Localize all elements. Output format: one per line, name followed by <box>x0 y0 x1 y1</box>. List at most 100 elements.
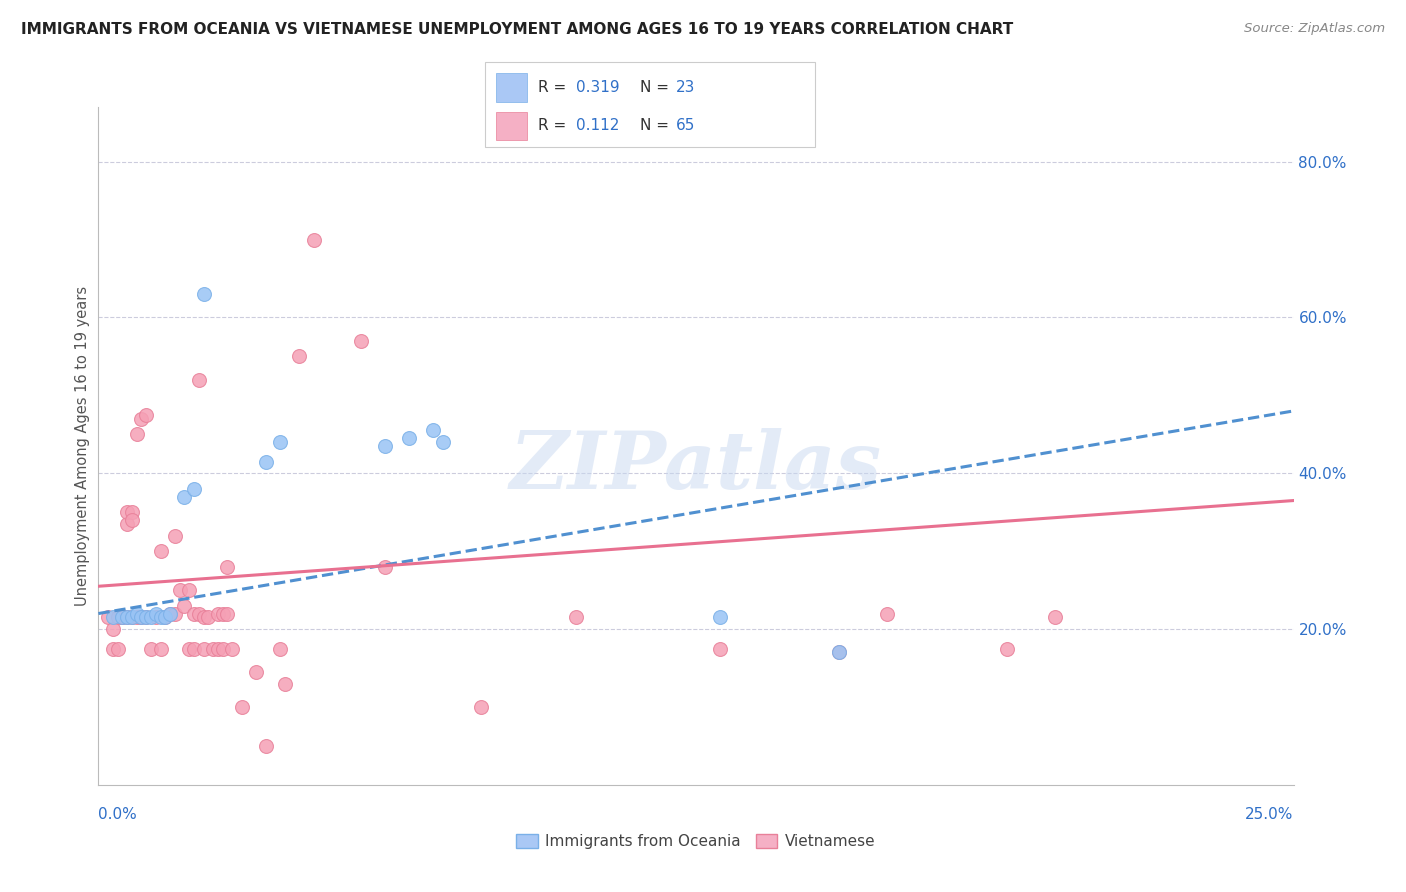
Point <box>828 645 851 659</box>
Point <box>179 641 201 656</box>
Point <box>709 641 731 656</box>
Point <box>1043 610 1066 624</box>
Y-axis label: Unemployment Among Ages 16 to 19 years: Unemployment Among Ages 16 to 19 years <box>75 286 90 606</box>
Point <box>149 641 172 656</box>
Point <box>202 641 225 656</box>
Point <box>183 641 205 656</box>
Point <box>179 583 201 598</box>
Point <box>125 427 148 442</box>
Point <box>302 233 325 247</box>
Point <box>709 610 731 624</box>
Point <box>398 431 420 445</box>
Point <box>115 505 138 519</box>
Point <box>125 610 148 624</box>
Point <box>135 610 157 624</box>
Point <box>155 610 177 624</box>
Text: 25.0%: 25.0% <box>1246 807 1294 822</box>
Point <box>115 610 138 624</box>
Point <box>193 287 215 301</box>
Point <box>995 641 1018 656</box>
Point <box>111 610 134 624</box>
Point <box>145 607 167 621</box>
Point <box>101 622 124 636</box>
Point <box>139 610 162 624</box>
Text: Source: ZipAtlas.com: Source: ZipAtlas.com <box>1244 22 1385 36</box>
Point <box>163 528 186 542</box>
Text: 0.319: 0.319 <box>576 80 620 95</box>
Point <box>207 607 229 621</box>
Point <box>207 641 229 656</box>
Point <box>131 610 153 624</box>
Point <box>183 482 205 496</box>
Point <box>422 424 444 438</box>
Point <box>121 610 143 624</box>
Point <box>231 700 253 714</box>
Point <box>135 408 157 422</box>
Point <box>115 610 138 624</box>
Point <box>432 435 454 450</box>
Point <box>111 610 134 624</box>
Point <box>374 559 396 574</box>
Point <box>565 610 588 624</box>
Point <box>470 700 492 714</box>
Point <box>828 645 851 659</box>
Point <box>125 607 148 621</box>
Point <box>274 676 297 690</box>
Point <box>254 454 277 468</box>
Point <box>111 610 134 624</box>
Text: R =: R = <box>538 119 576 133</box>
Point <box>145 610 167 624</box>
Point <box>211 641 233 656</box>
Text: 0.0%: 0.0% <box>98 807 138 822</box>
Point <box>107 610 129 624</box>
Point <box>221 641 243 656</box>
Text: ZIPatlas: ZIPatlas <box>510 427 882 505</box>
Point <box>187 607 209 621</box>
Point <box>374 439 396 453</box>
Point <box>149 544 172 558</box>
Point <box>193 641 215 656</box>
Point <box>269 641 291 656</box>
Point <box>173 599 195 613</box>
Point <box>288 350 311 364</box>
Point <box>197 610 219 624</box>
Point <box>350 334 373 348</box>
Point <box>217 559 239 574</box>
Point <box>131 411 153 425</box>
Point <box>173 490 195 504</box>
Point <box>269 435 291 450</box>
Point <box>115 516 138 531</box>
Point <box>876 607 898 621</box>
Point <box>97 610 120 624</box>
Text: N =: N = <box>640 80 673 95</box>
Point <box>211 607 233 621</box>
Point <box>121 513 143 527</box>
Point <box>245 665 267 679</box>
Point <box>159 607 181 621</box>
Point <box>101 641 124 656</box>
Text: R =: R = <box>538 80 572 95</box>
Point <box>254 739 277 753</box>
Point <box>135 610 157 624</box>
Point <box>169 583 191 598</box>
Text: N =: N = <box>640 119 673 133</box>
Point <box>183 607 205 621</box>
Point <box>101 610 124 624</box>
Point <box>149 610 172 624</box>
Legend: Immigrants from Oceania, Vietnamese: Immigrants from Oceania, Vietnamese <box>510 828 882 855</box>
Point <box>131 610 153 624</box>
Point <box>187 373 209 387</box>
Point <box>107 641 129 656</box>
Point <box>163 607 186 621</box>
Point <box>121 505 143 519</box>
Point <box>139 641 162 656</box>
Text: 65: 65 <box>676 119 696 133</box>
Point <box>193 610 215 624</box>
Point <box>159 607 181 621</box>
Point <box>121 610 143 624</box>
Text: 23: 23 <box>676 80 696 95</box>
Text: IMMIGRANTS FROM OCEANIA VS VIETNAMESE UNEMPLOYMENT AMONG AGES 16 TO 19 YEARS COR: IMMIGRANTS FROM OCEANIA VS VIETNAMESE UN… <box>21 22 1014 37</box>
Point <box>155 610 177 624</box>
Point <box>217 607 239 621</box>
Text: 0.112: 0.112 <box>576 119 620 133</box>
